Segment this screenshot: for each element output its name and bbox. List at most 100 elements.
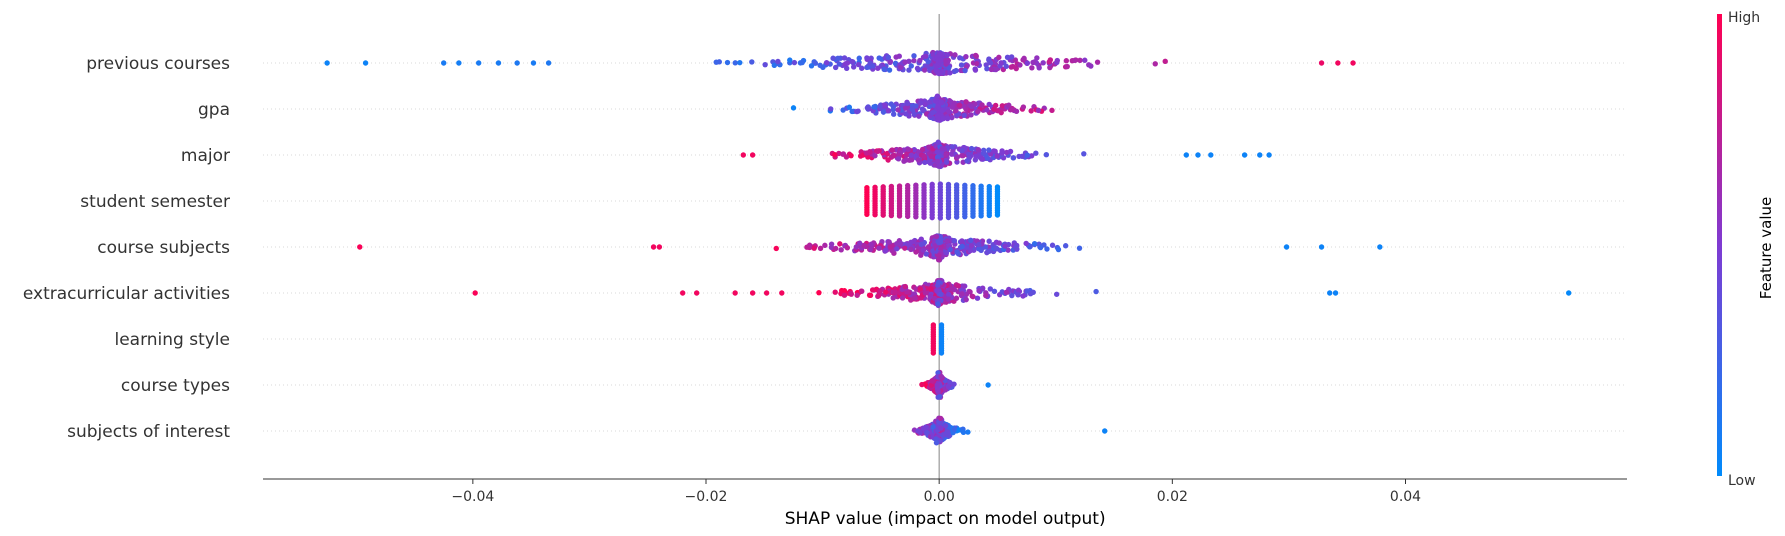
shap-point [1063,58,1070,64]
shap-point [892,289,898,295]
shap-point [986,238,992,244]
shap-point [1088,63,1094,69]
shap-point [919,146,926,153]
shap-point [896,213,903,219]
shap-point [1014,246,1020,252]
shap-point [949,286,955,292]
shap-point [1082,57,1088,63]
shap-point [963,99,969,105]
shap-point [897,241,904,247]
shap-point [894,246,900,252]
shap-point [472,290,478,296]
shap-point [475,60,482,66]
shap-point [1064,63,1070,70]
feature-label: subjects of interest [67,422,230,442]
shap-point [324,60,330,66]
shap-point [937,215,944,221]
x-axis-ticks: −0.04 −0.02 0.00 0.02 0.04 [451,479,1421,505]
shap-point [846,104,853,110]
shap-point [963,296,969,303]
shap-point [886,239,892,245]
shap-point [823,59,830,66]
colorbar-title: Feature value [1757,197,1775,299]
shap-point [1003,63,1009,69]
shap-point [514,60,520,66]
shap-point [749,152,756,158]
shap-point [921,153,927,160]
shap-point [986,147,992,153]
shap-point [935,252,942,259]
shap-point [933,440,940,446]
shap-point [979,102,985,108]
shap-point [974,295,981,301]
shap-point [1030,289,1036,295]
shap-point [1010,155,1017,161]
shap-point [911,53,917,59]
shap-point [737,59,743,66]
shap-point [951,426,957,433]
shap-point [1024,60,1031,66]
feature-label: student semester [80,192,230,212]
shap-point [749,59,755,65]
shap-point [986,212,992,219]
shap-point [984,155,991,162]
shap-point [949,114,955,121]
shap-point [911,111,918,117]
shap-point [854,292,860,298]
shap-point [881,66,887,73]
shap-point [918,241,925,248]
shap-point [693,290,700,296]
x-tick-label: 0.04 [1390,489,1421,505]
shap-point [962,213,968,220]
shap-point [984,66,990,72]
shap-point [913,214,919,220]
shap-point [1318,244,1325,250]
shap-point [939,146,945,152]
shap-point [875,148,881,155]
feature-label: learning style [114,330,230,350]
shap-point [968,112,974,118]
shap-point [916,113,922,119]
shap-point [1081,151,1087,157]
shap-point [844,245,851,251]
shap-point [921,214,927,220]
shap-point [855,61,862,68]
shap-point [937,291,944,297]
shap-point [1162,58,1168,65]
shap-point [934,381,941,388]
shap-point [888,101,894,107]
shap-point [938,373,944,380]
shap-point [935,158,941,165]
shap-point [999,148,1005,154]
shap-point [956,102,963,108]
shap-point [1010,63,1016,70]
shap-point [841,55,848,61]
shap-point [905,146,912,153]
shap-point [962,67,968,74]
shap-point [867,246,874,253]
shap-point [976,241,982,248]
shap-point [953,67,959,74]
shap-point [1195,152,1201,158]
shap-point [952,52,958,58]
shap-point [1024,288,1030,294]
shap-point [946,65,952,71]
shap-point [908,246,914,253]
shap-point [936,163,942,169]
shap-point [911,146,917,153]
shap-point [855,108,861,114]
shap-point [1318,60,1325,66]
shap-point [1028,108,1034,114]
shap-point [955,283,962,289]
shap-point [919,381,925,388]
shap-point [938,99,944,105]
shap-point [835,55,841,62]
shap-point [967,289,973,295]
shap-point [1003,289,1010,296]
shap-point [972,67,979,73]
shap-point [828,106,834,112]
shap-point [1033,150,1039,156]
shap-point [945,383,951,390]
shap-point [994,153,1000,159]
